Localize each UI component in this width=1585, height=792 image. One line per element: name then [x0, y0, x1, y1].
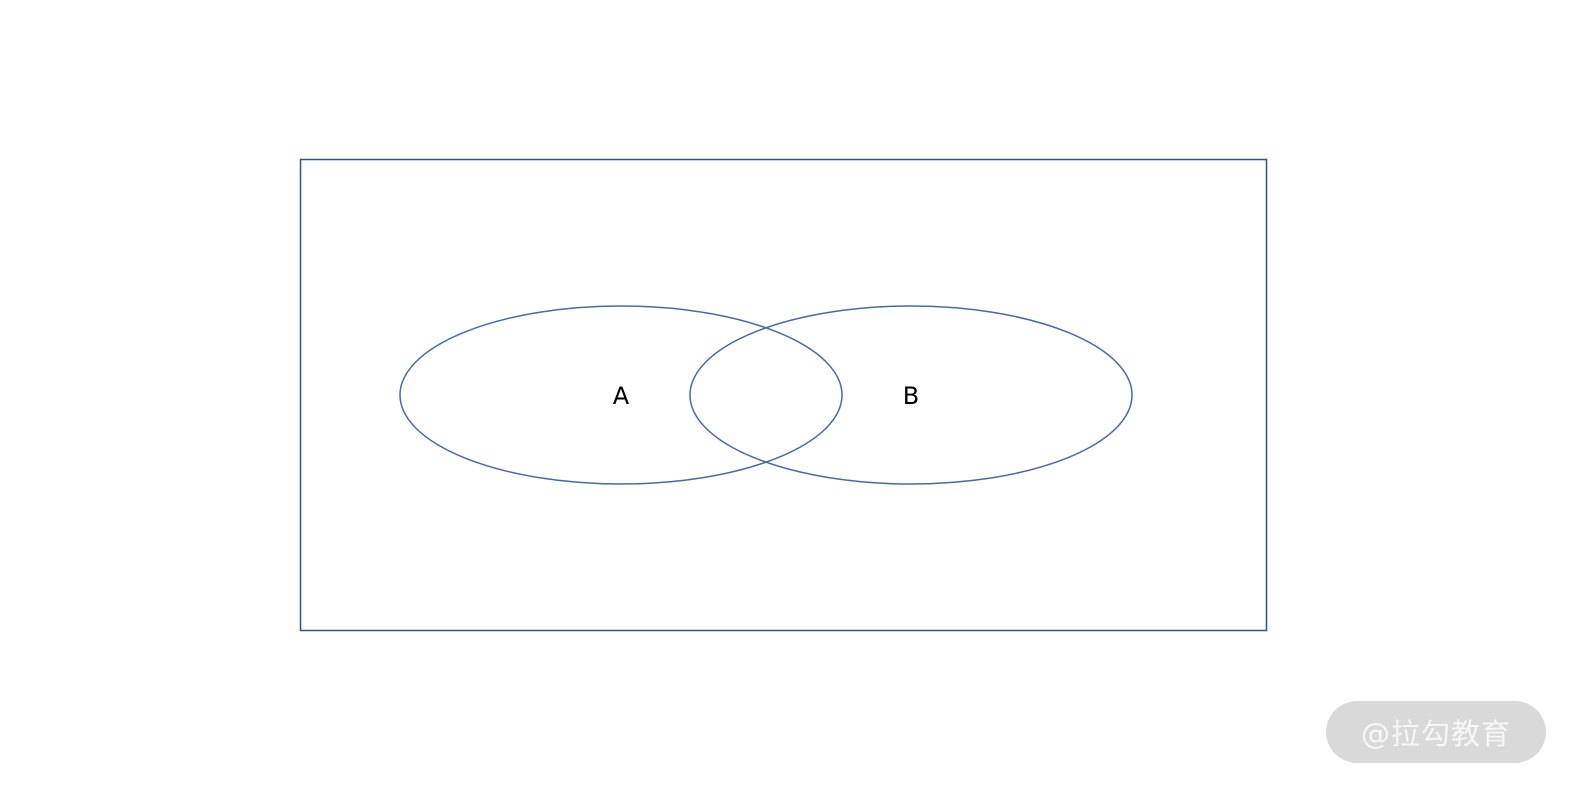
watermark-badge: @拉勾教育: [1326, 701, 1546, 763]
universal-set-rectangle: [299, 158, 1268, 632]
set-b-label: B: [903, 382, 919, 410]
set-a-ellipse: [399, 305, 843, 485]
watermark-text: @拉勾教育: [1360, 717, 1511, 751]
set-b-ellipse: [689, 305, 1133, 485]
set-a-label: A: [613, 382, 630, 410]
